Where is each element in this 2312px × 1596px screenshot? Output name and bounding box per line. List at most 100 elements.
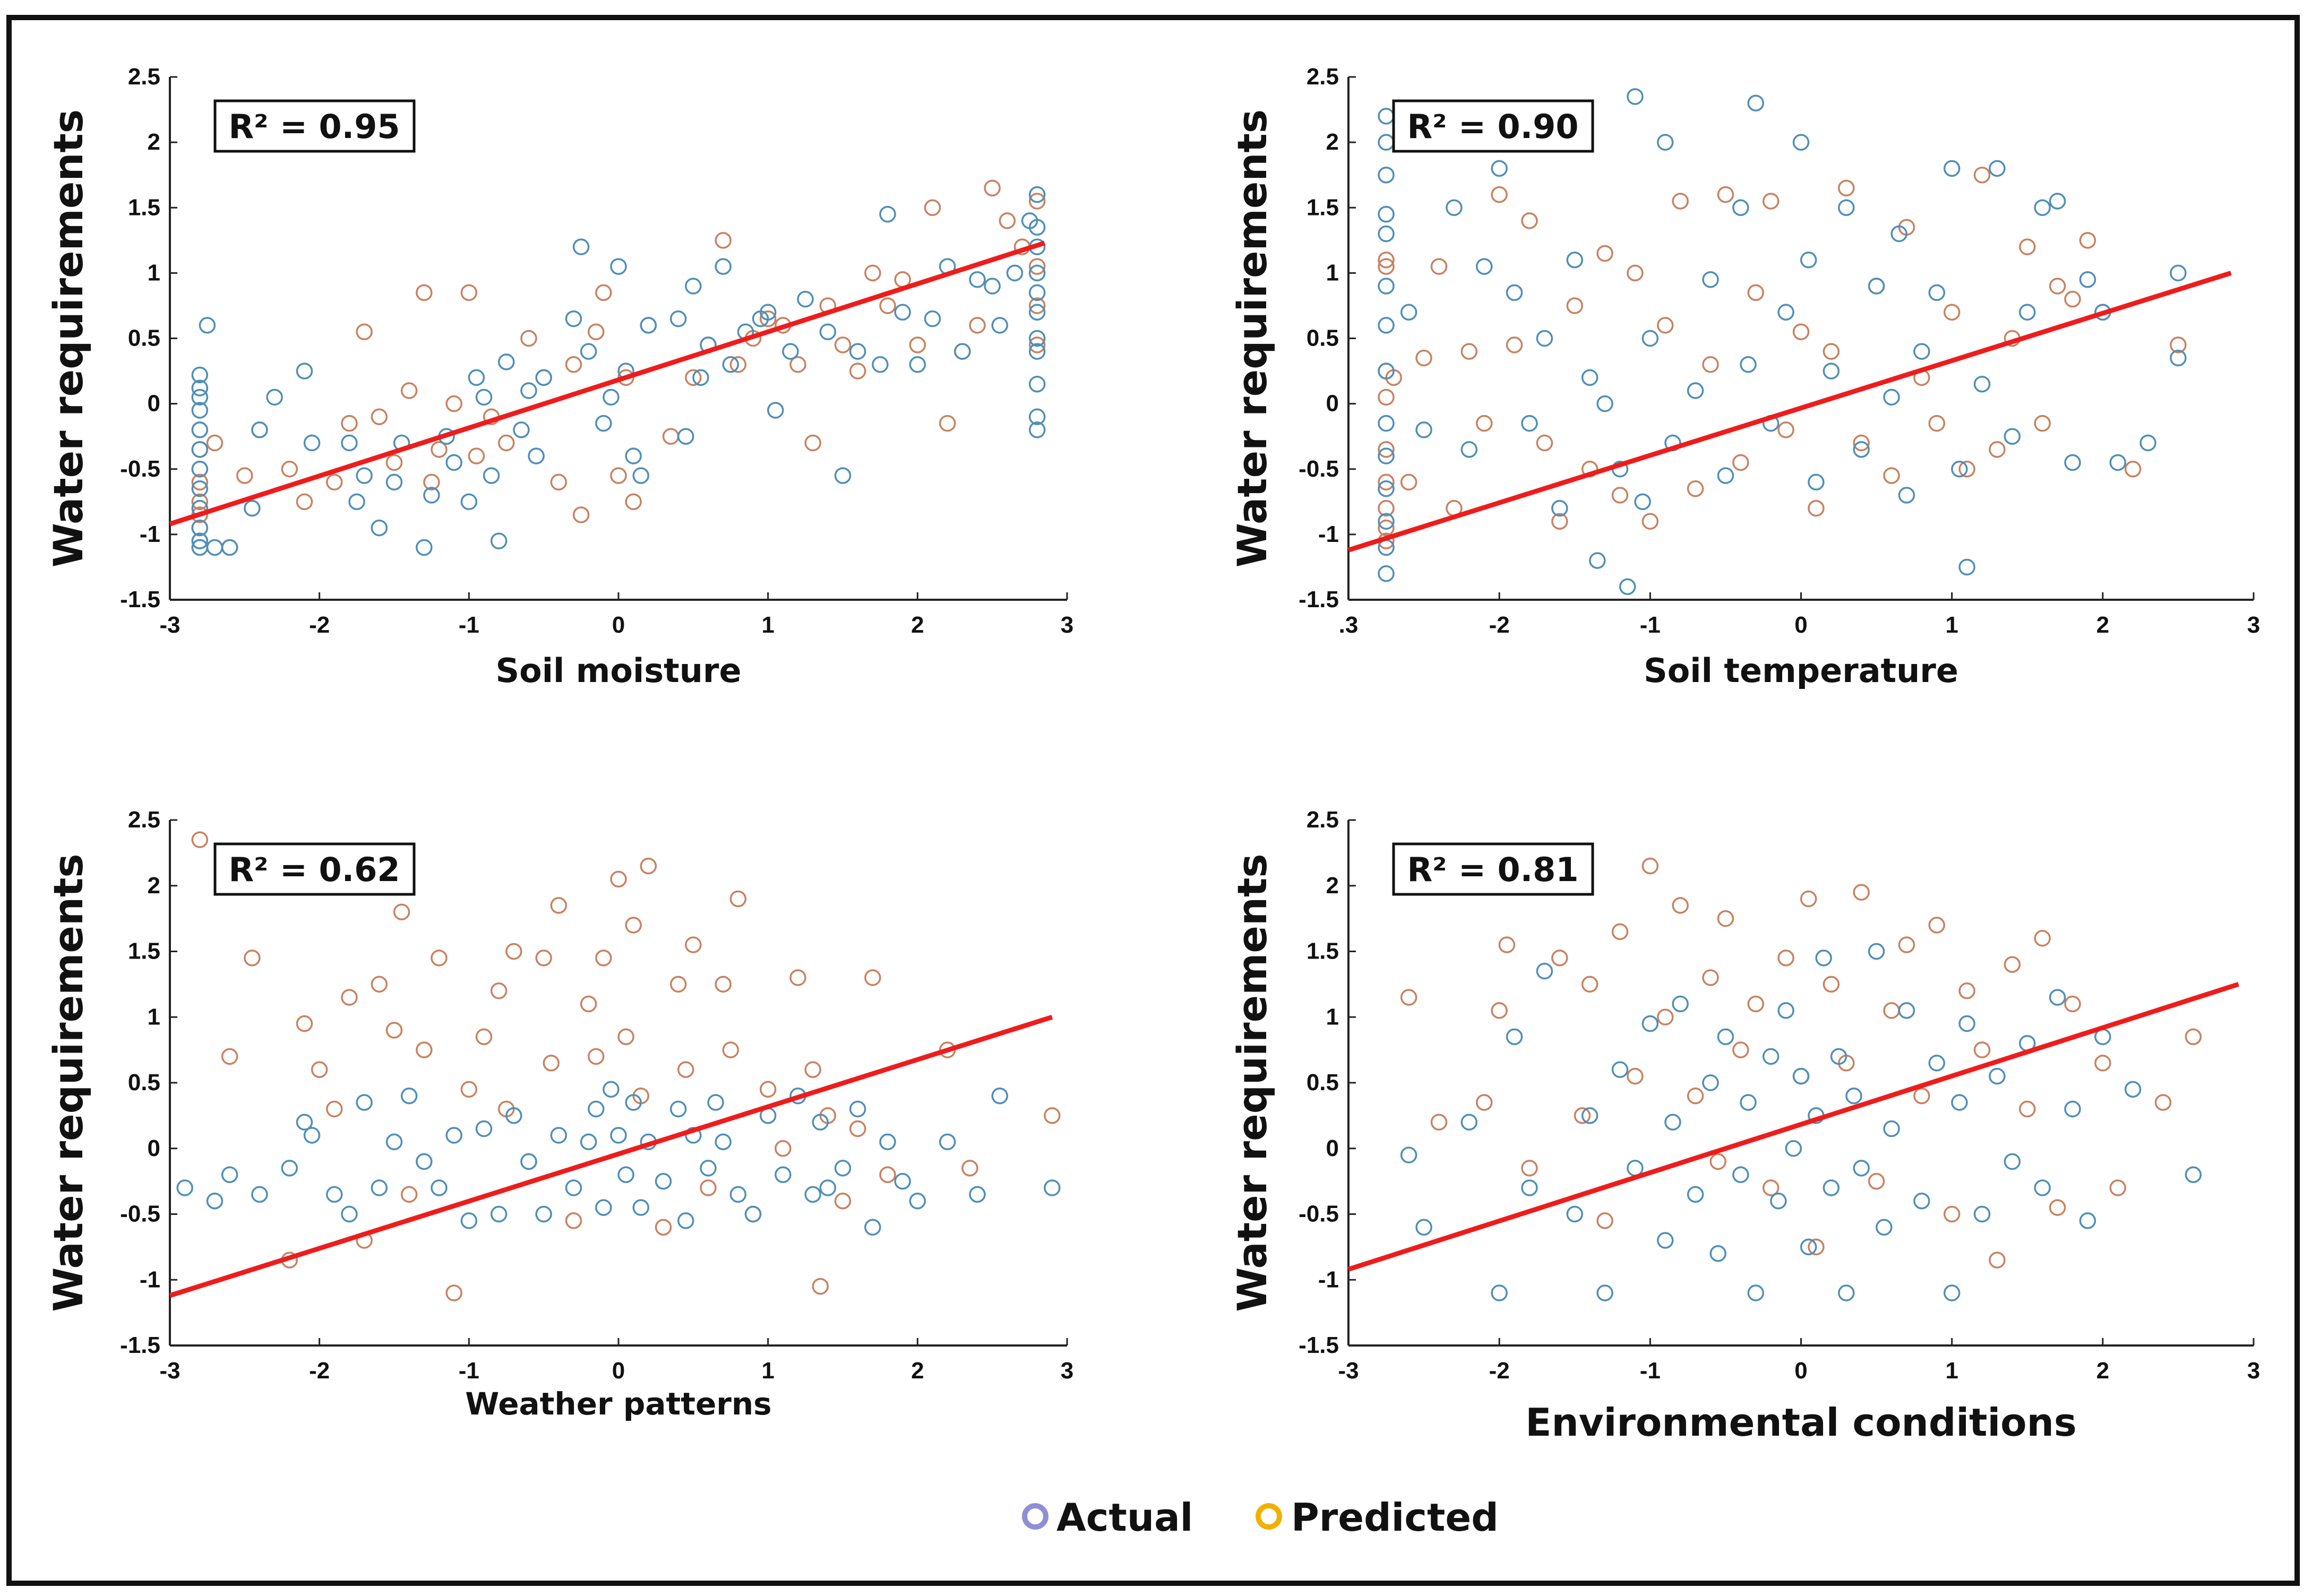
- actual-point: [603, 389, 620, 406]
- predicted-point: [580, 995, 597, 1013]
- y-tick-label: -1.5: [1299, 586, 1339, 612]
- actual-point: [520, 1153, 537, 1170]
- x-tick-label: 0: [1794, 1358, 1807, 1384]
- actual-point: [1762, 1048, 1780, 1065]
- actual-point: [1028, 264, 1046, 282]
- predicted-point: [1378, 389, 1395, 406]
- actual-point: [191, 389, 209, 406]
- actual-point: [445, 454, 462, 471]
- predicted-point: [400, 382, 418, 399]
- actual-point: [1868, 943, 1885, 960]
- actual-point: [2064, 1100, 2081, 1118]
- predicted-point: [1378, 258, 1395, 275]
- actual-point: [475, 389, 493, 406]
- actual-point: [1378, 480, 1395, 497]
- predicted-point: [572, 506, 590, 523]
- x-tick-label: 2: [911, 612, 924, 638]
- predicted-point: [804, 1061, 821, 1078]
- predicted-point: [2109, 1179, 2126, 1196]
- predicted-point: [2064, 290, 2081, 308]
- actual-point: [535, 1205, 552, 1223]
- predicted-point: [191, 473, 209, 491]
- predicted-point: [1430, 258, 1448, 275]
- scatter-panel-3: -1.5 -1 -0.5 0 0.5 1 1.5 2 2.5 -3 -2 -1 0 1 2 3 Weather …: [45, 807, 1073, 1422]
- predicted-point: [371, 976, 388, 993]
- actual-point: [1792, 134, 1810, 151]
- actual-point: [700, 1160, 717, 1177]
- actual-point: [909, 356, 926, 373]
- actual-point: [729, 1186, 747, 1203]
- actual-point: [744, 1205, 762, 1223]
- actual-point: [625, 447, 642, 464]
- actual-point: [1838, 1284, 1855, 1301]
- predicted-point: [1702, 356, 1719, 373]
- predicted-point: [864, 264, 881, 282]
- predicted-point: [715, 976, 732, 993]
- predicted-point: [1551, 950, 1568, 967]
- predicted-point: [191, 493, 209, 511]
- actual-point: [782, 343, 799, 360]
- actual-point: [2034, 1179, 2051, 1196]
- actual-point: [221, 1166, 238, 1183]
- predicted-point: [400, 1186, 418, 1203]
- actual-point: [1460, 1114, 1478, 1131]
- predicted-point: [685, 369, 702, 386]
- actual-point: [1792, 1067, 1810, 1085]
- actual-point: [431, 1179, 448, 1196]
- x-tick-label: 2: [2096, 1358, 2109, 1384]
- predicted-point: [1581, 976, 1598, 993]
- predicted-point: [1823, 976, 1840, 993]
- actual-point: [251, 1186, 268, 1203]
- y-tick-label: -1: [1318, 521, 1339, 547]
- actual-point: [416, 539, 433, 556]
- predicted-point: [1415, 349, 1432, 367]
- predicted-point: [1521, 1160, 1538, 1177]
- predicted-point: [595, 284, 612, 301]
- x-tick-label: -1: [459, 1358, 479, 1384]
- actual-point: [490, 1205, 508, 1223]
- actual-point: [1028, 421, 1046, 438]
- actual-point: [266, 389, 283, 406]
- actual-point: [677, 1212, 694, 1229]
- predicted-point: [1611, 923, 1629, 941]
- actual-point: [677, 428, 694, 445]
- actual-point: [483, 467, 500, 484]
- predicted-point: [1762, 1179, 1780, 1196]
- x-axis-title: Soil moisture: [495, 651, 741, 690]
- predicted-point: [1028, 193, 1046, 210]
- actual-point: [2079, 271, 2096, 288]
- predicted-point: [550, 473, 568, 491]
- predicted-point: [849, 1120, 866, 1137]
- actual-point: [1853, 1160, 1870, 1177]
- y-tick-label: 1.5: [128, 938, 160, 964]
- actual-point: [1657, 1232, 1674, 1249]
- predicted-point: [1028, 258, 1046, 275]
- actual-point: [191, 480, 209, 497]
- x-tick-label: 3: [2247, 612, 2260, 638]
- predicted-point: [431, 441, 448, 458]
- r2-box: [1392, 99, 1594, 153]
- predicted-point: [595, 950, 612, 967]
- actual-point: [617, 1166, 634, 1183]
- actual-point: [468, 369, 485, 386]
- actual-point: [1845, 1088, 1862, 1105]
- actual-point: [1989, 160, 2006, 177]
- actual-point: [1800, 252, 1817, 269]
- legend-actual-label: Actual: [1056, 1495, 1193, 1540]
- actual-point: [1619, 578, 1636, 596]
- predicted-point: [1672, 193, 1689, 210]
- actual-point: [1883, 1120, 1900, 1137]
- predicted-point: [1928, 917, 1945, 934]
- predicted-point: [1853, 884, 1870, 901]
- actual-point: [1913, 343, 1930, 360]
- actual-point: [1928, 284, 1945, 301]
- predicted-point: [535, 950, 552, 967]
- y-tick-label: -0.5: [1299, 1201, 1339, 1227]
- predicted-point: [1702, 969, 1719, 986]
- y-axis-title: Water requirements: [45, 853, 92, 1312]
- actual-point: [1800, 1238, 1817, 1256]
- fit-line: [169, 240, 1046, 527]
- predicted-point: [505, 943, 522, 960]
- figure-frame: [6, 15, 2300, 1586]
- predicted-point: [1627, 264, 1644, 282]
